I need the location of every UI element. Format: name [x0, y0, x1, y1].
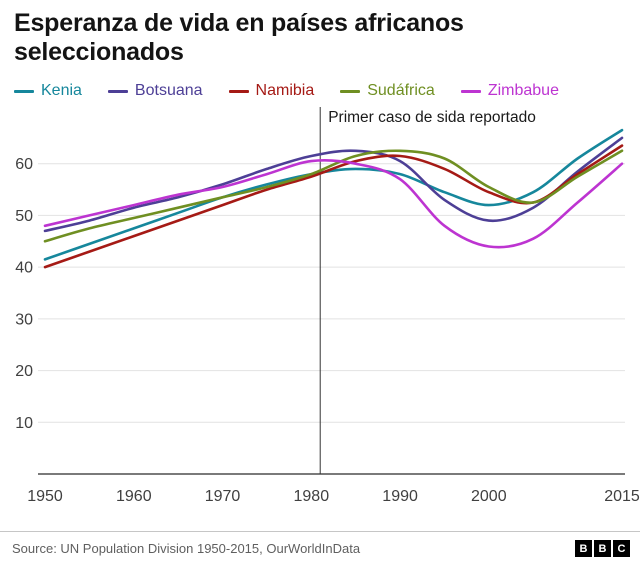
legend-swatch-icon — [340, 89, 361, 93]
series-line-zimbabue — [43, 159, 624, 249]
x-tick-label: 1950 — [27, 488, 63, 505]
footer: Source: UN Population Division 1950-2015… — [0, 531, 640, 567]
series-line-sudafrica — [43, 149, 624, 243]
y-tick-label: 20 — [15, 363, 33, 380]
x-tick-label: 1990 — [382, 488, 418, 505]
x-tick-label: 2015 — [604, 488, 640, 505]
legend-label: Kenia — [41, 82, 82, 99]
y-tick-label: 30 — [15, 311, 33, 328]
legend-swatch-icon — [107, 89, 128, 93]
series-line-botsuana — [43, 136, 624, 233]
bbc-logo-letter: C — [613, 540, 630, 557]
legend-swatch-icon — [14, 89, 34, 93]
y-tick-label: 60 — [15, 156, 33, 173]
legend-item-namibia: Namibia — [228, 82, 315, 100]
x-tick-label: 1970 — [205, 488, 241, 505]
legend-swatch-icon — [460, 89, 481, 93]
legend-label: Sudáfrica — [367, 82, 435, 99]
x-tick-label: 2000 — [471, 488, 507, 505]
legend: Kenia Botsuana Namibia Sudáfrica Zimbabue — [0, 67, 640, 102]
y-tick-label: 40 — [15, 260, 33, 277]
legend-label: Botsuana — [134, 82, 203, 99]
chart-title: Esperanza de vida en países africanos se… — [14, 9, 464, 66]
line-chart: 10 20 30 40 50 60 1950 1960 1970 1980 1990 2000 2015… — [15, 107, 640, 505]
bbc-logo-letter: B — [575, 540, 592, 557]
legend-label: Namibia — [255, 82, 315, 99]
legend-item-kenia: Kenia — [14, 82, 82, 100]
legend-item-zimbabue: Zimbabue — [460, 82, 559, 100]
legend-item-botsuana: Botsuana — [107, 82, 203, 100]
x-tick-label: 1980 — [294, 488, 330, 505]
chart-area: 10 20 30 40 50 60 1950 1960 1970 1980 1990 2000 2015… — [0, 102, 640, 519]
legend-label: Zimbabue — [487, 82, 559, 99]
y-tick-label: 50 — [15, 208, 33, 225]
y-tick-label: 10 — [15, 415, 33, 432]
source-text: Source: UN Population Division 1950-2015… — [12, 541, 361, 556]
legend-item-sudafrica: Sudáfrica — [340, 82, 435, 100]
x-tick-label: 1960 — [116, 488, 152, 505]
bbc-logo-letter: B — [594, 540, 611, 557]
annotation-label: Primer caso de sida reportado — [328, 109, 536, 126]
legend-swatch-icon — [228, 89, 249, 93]
series-line-kenia — [43, 128, 624, 261]
